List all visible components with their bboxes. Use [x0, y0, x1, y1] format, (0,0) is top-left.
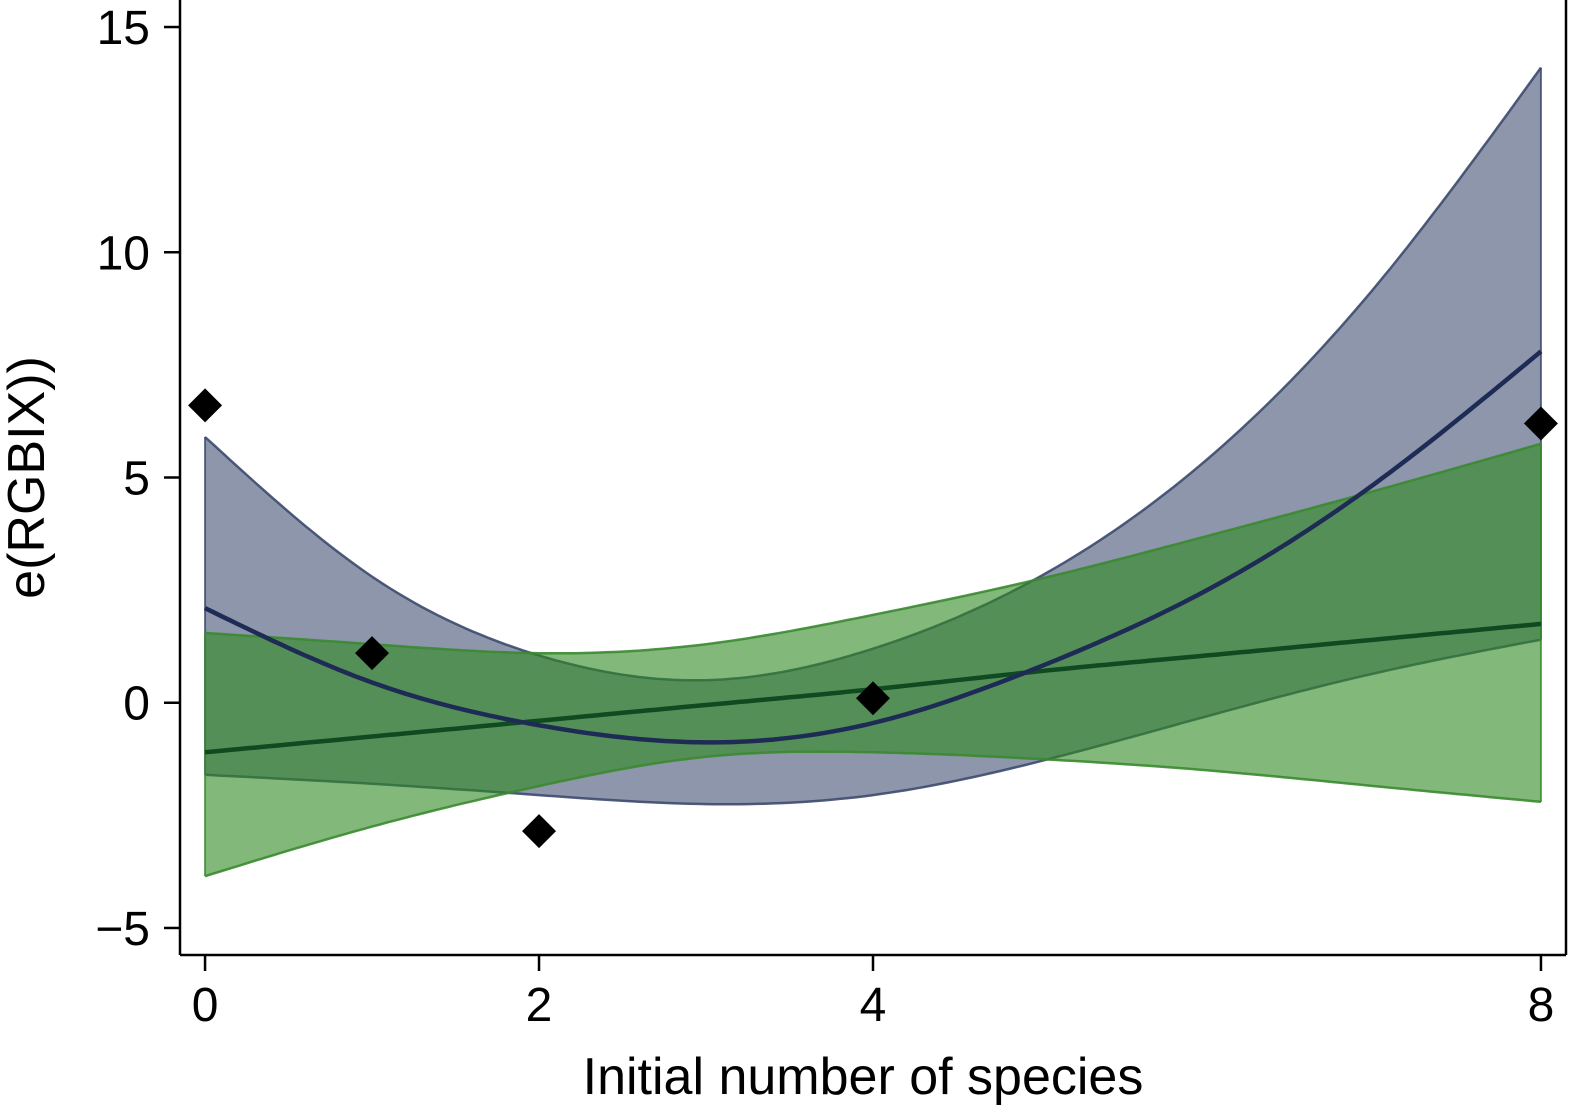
data-point: [355, 636, 390, 671]
linear-ci-band: [205, 443, 1541, 877]
quadratic-fit-line: [204, 349, 1543, 745]
observed-points: [188, 388, 1558, 849]
data-point: [1523, 406, 1558, 441]
confidence-bands: [204, 66, 1543, 878]
y-tick-label: −5: [95, 903, 150, 956]
x-tick-label: 8: [1528, 979, 1555, 1032]
y-tick-label: 0: [123, 678, 150, 731]
y-tick-label: 15: [97, 2, 150, 55]
y-tick-label: 5: [123, 453, 150, 506]
y-tick-label: 10: [97, 227, 150, 280]
x-tick-label: 0: [192, 979, 219, 1032]
x-tick-label: 4: [860, 979, 887, 1032]
data-point: [188, 388, 223, 423]
x-tick-label: 2: [526, 979, 553, 1032]
linear-ci-lower-edge: [204, 750, 1542, 878]
data-point: [856, 681, 890, 716]
data-point: [522, 814, 557, 849]
axes: 0 2 4 8 −5 0 5 10 15: [95, 0, 1568, 1032]
x-axis-title: Initial number of species: [583, 1048, 1144, 1106]
y-axis-title: e(RGBIX)): [0, 356, 56, 599]
linear-ci-upper-edge: [204, 442, 1542, 655]
